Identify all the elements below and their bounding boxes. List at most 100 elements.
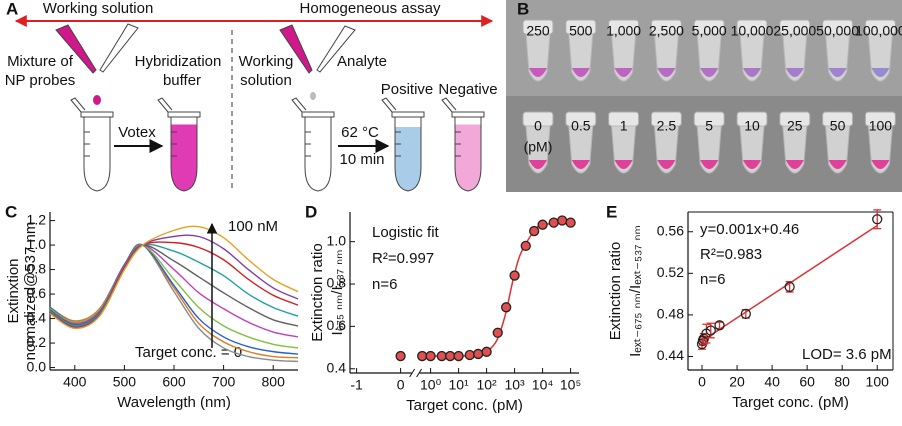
data-point (481, 346, 492, 357)
tube-liquid (455, 124, 481, 191)
data-point (436, 350, 447, 362)
step-text: Analyte (337, 53, 387, 70)
data-point (714, 320, 725, 331)
tube (381, 97, 425, 192)
droplet (310, 92, 316, 100)
y-axis-title: Iₑₓₜ₋₆₇₅ ₙₘ/Iₑₓₜ₋₅₃₇ ₙₘ (627, 225, 644, 357)
tube (291, 97, 335, 192)
y-tick-label: 0.6 (327, 317, 347, 333)
photo-tube-liquid (700, 68, 719, 77)
x-tick-label: 500 (113, 374, 137, 390)
panel-label: A (6, 0, 18, 18)
x-tick-label: 10⁰ (420, 377, 442, 393)
x-tick-label: 60 (799, 374, 815, 390)
tube (441, 97, 485, 192)
x-axis-title: Target conc. (pM) (406, 397, 523, 414)
panel-label: C (5, 202, 17, 221)
x-axis-title: Target conc. (pM) (732, 394, 849, 411)
y-tick-label: 1.0 (27, 236, 47, 252)
data-point (557, 215, 568, 226)
annotation: R²=0.997 (372, 250, 434, 267)
x-tick-label: 10¹ (448, 377, 469, 393)
step-text: buffer (163, 72, 201, 89)
y-axis-title: Extinction ratio (607, 242, 624, 340)
y-axis-title: Extinction ratio (309, 243, 326, 341)
data-point (395, 350, 406, 362)
pipette-tip (99, 23, 139, 73)
tube-body (394, 116, 422, 192)
step-text: Votex (118, 124, 156, 141)
step-text: NP probes (5, 72, 76, 89)
y-tick-label: 1.2 (27, 211, 47, 227)
concentration-label: 100 (869, 118, 893, 134)
x-tick-label: 20 (729, 374, 745, 390)
unit-label: (pM) (524, 139, 553, 155)
annotation: R²=0.983 (700, 246, 762, 263)
data-point (740, 308, 751, 320)
panel-label: E (606, 202, 617, 221)
y-axis-title: I₆₇₅ ₙₘ/I₅₃₇ ₙₘ (329, 249, 346, 335)
x-axis-title: Wavelength (nm) (117, 394, 231, 411)
step-text: Positive (381, 81, 434, 98)
tube-cap (70, 97, 114, 118)
photo-tube-liquid (743, 68, 761, 77)
droplet (93, 95, 101, 105)
tube (70, 97, 114, 192)
y-tick-label: 0.2 (27, 334, 47, 350)
data-point (453, 350, 464, 362)
y-axis-title: normalized@537 nm (22, 222, 39, 361)
y-tick-label: 1.0 (327, 232, 347, 248)
data-point (509, 270, 520, 281)
axis-break (409, 368, 416, 378)
concentration-label: 5 (705, 118, 713, 134)
photo-tube-liquid (614, 160, 633, 169)
x-tick-label: 10³ (504, 377, 525, 393)
y-tick-label: 0.8 (327, 275, 347, 291)
stage-label: Working solution (43, 0, 154, 17)
y-tick-label: 0.0 (27, 358, 47, 374)
data-point (548, 217, 559, 228)
data-point (445, 350, 456, 362)
data-point (520, 240, 531, 252)
concentration-label: 1 (620, 118, 628, 134)
annotation: Logistic fit (372, 224, 440, 241)
photo-tube-liquid (657, 68, 676, 77)
panel-label: B (517, 0, 529, 18)
concentration-label: 5,000 (692, 23, 727, 39)
y-tick-label: 0.8 (27, 260, 47, 276)
concentration-label: 1,000 (606, 23, 641, 39)
stage-label: Homogeneous assay (300, 0, 441, 17)
concentration-label: 2,500 (649, 23, 684, 39)
annotation: Target conc. = 0 (135, 344, 242, 361)
data-point (464, 349, 475, 361)
y-tick-label: 0.6 (27, 285, 47, 301)
photo-tube-liquid (700, 160, 719, 169)
concentration-label: 50 (830, 118, 846, 134)
concentration-label: 50,000 (816, 23, 859, 39)
step-text: 10 min (339, 151, 384, 168)
data-point (425, 350, 436, 362)
photo-tube-liquid (785, 68, 804, 77)
panel-label: D (305, 202, 317, 221)
photo-tube-liquid (657, 160, 676, 169)
concentration-label: 500 (569, 23, 593, 39)
tube-cap (157, 97, 201, 118)
tube-body (304, 116, 332, 192)
photo-tube-liquid (828, 160, 847, 169)
concentration-label: 25 (787, 118, 803, 134)
photo-tube-liquid (785, 160, 804, 169)
photo-tube-liquid (871, 68, 890, 77)
annotation: y=0.001x+0.46 (700, 221, 799, 238)
y-axis-title: Extinxtion (5, 258, 22, 323)
step-text: Mixture of (7, 53, 74, 70)
spectrum-line (49, 244, 299, 338)
photo-tube-liquid (871, 160, 890, 169)
data-point (492, 327, 503, 338)
axis-break-gap (411, 369, 420, 377)
photo-tube-liquid (828, 68, 847, 77)
spectrum-line (49, 243, 299, 327)
data-point (501, 302, 512, 313)
annotation: 100 nM (228, 218, 278, 235)
concentration-label: 2.5 (657, 118, 677, 134)
